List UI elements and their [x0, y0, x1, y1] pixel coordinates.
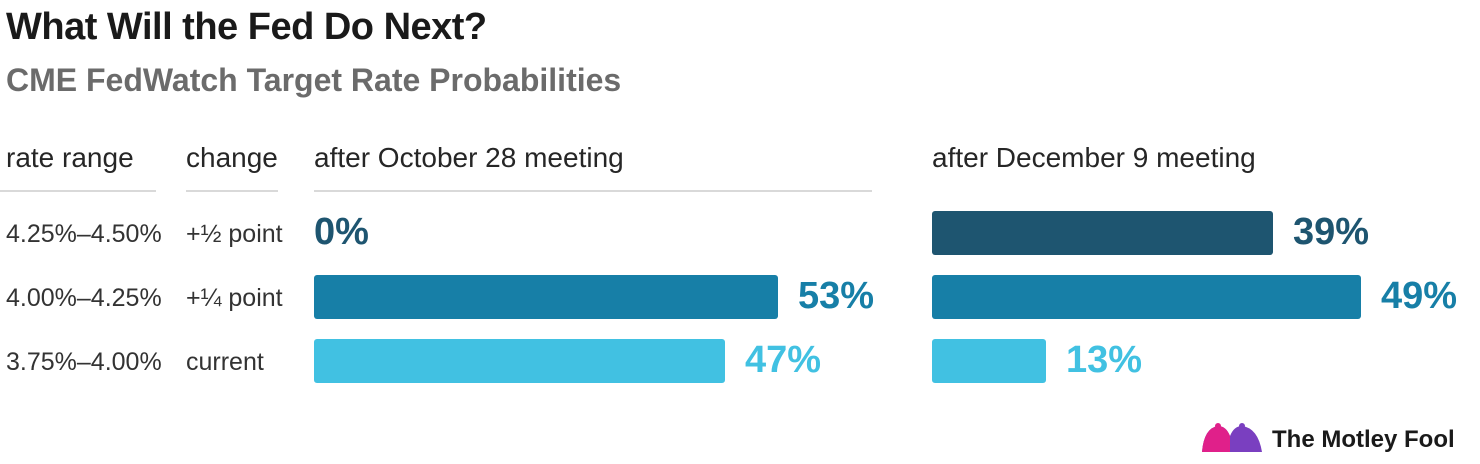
header-divider-october: [314, 190, 872, 192]
header-rate-range: rate range: [6, 142, 134, 173]
rate-range-label: 4.25%–4.50%: [6, 220, 162, 248]
header-panel-december: after December 9 meeting: [932, 142, 1256, 173]
bar: [932, 339, 1046, 383]
header-divider-change: [186, 190, 278, 192]
bar-value-label: 13%: [1066, 339, 1143, 381]
change-label: +½ point: [186, 220, 283, 248]
bar-value-label: 0%: [314, 211, 369, 253]
header-change: change: [186, 142, 278, 173]
jester-hat-icon: [1202, 423, 1262, 452]
chart-subtitle: CME FedWatch Target Rate Probabilities: [6, 62, 622, 98]
chart-title: What Will the Fed Do Next?: [6, 6, 487, 48]
header-divider-rate-range: [0, 190, 156, 192]
bar-value-label: 53%: [798, 275, 875, 317]
bar-value-label: 49%: [1381, 275, 1458, 317]
rate-range-label: 3.75%–4.00%: [6, 348, 162, 376]
change-label: +¼ point: [186, 284, 283, 312]
bar: [932, 211, 1273, 255]
rate-range-label: 4.00%–4.25%: [6, 284, 162, 312]
change-label: current: [186, 348, 264, 376]
bar-value-label: 39%: [1293, 211, 1370, 253]
brand-name: The Motley Fool: [1272, 426, 1455, 453]
bar: [314, 339, 725, 383]
bar-value-label: 47%: [745, 339, 822, 381]
bar: [314, 275, 778, 319]
bar: [932, 275, 1361, 319]
header-panel-october: after October 28 meeting: [314, 142, 624, 173]
